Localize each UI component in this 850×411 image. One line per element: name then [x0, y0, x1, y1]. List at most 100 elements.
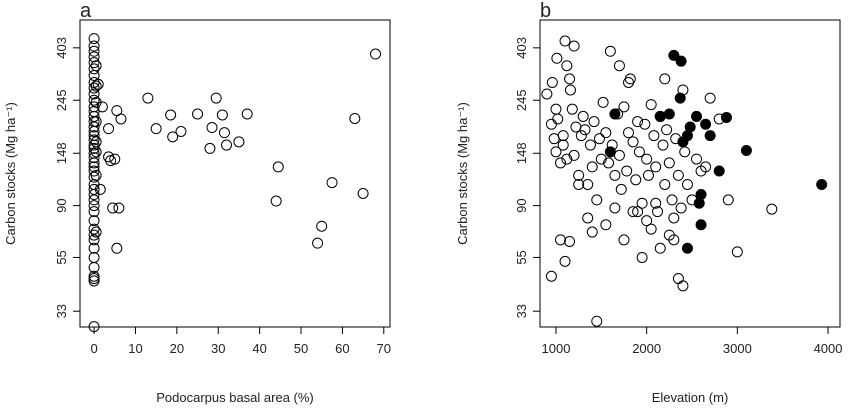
plot-box — [79, 19, 391, 328]
point — [88, 134, 100, 146]
point — [88, 321, 100, 333]
y-tick-label: 55 — [54, 250, 69, 264]
plot-box — [539, 19, 841, 328]
point — [641, 215, 653, 227]
point — [677, 136, 689, 148]
point — [663, 157, 675, 169]
y-tick-label: 148 — [514, 142, 529, 164]
panel-title: b — [540, 0, 551, 22]
point — [88, 229, 100, 241]
point — [613, 60, 625, 72]
point — [233, 136, 245, 148]
point — [312, 237, 324, 249]
y-axis-label: Carbon stocks (Mg ha⁻¹) — [455, 102, 470, 245]
point — [740, 144, 752, 156]
point — [88, 234, 100, 246]
point — [693, 197, 705, 209]
point — [564, 84, 576, 96]
y-tick-label: 55 — [514, 250, 529, 264]
point — [675, 202, 687, 214]
point — [575, 130, 587, 142]
point — [652, 206, 664, 218]
point — [586, 226, 598, 238]
point — [88, 161, 100, 173]
point — [88, 147, 100, 159]
point — [600, 127, 612, 139]
point — [107, 202, 119, 214]
point — [679, 146, 691, 158]
point — [642, 169, 654, 181]
point — [668, 212, 680, 224]
point — [672, 273, 684, 285]
point — [241, 108, 253, 120]
point — [695, 219, 707, 231]
x-tick-label: 50 — [294, 341, 308, 356]
point — [90, 226, 102, 238]
point — [621, 165, 633, 177]
point — [564, 73, 576, 85]
point — [150, 123, 162, 135]
point — [668, 234, 680, 246]
point — [675, 55, 687, 67]
point — [674, 92, 686, 104]
x-tick-label: 0 — [90, 341, 97, 356]
point — [546, 76, 558, 88]
point — [700, 118, 712, 130]
point — [633, 146, 645, 158]
point — [88, 223, 100, 235]
x-tick-label: 70 — [377, 341, 391, 356]
point — [96, 101, 108, 113]
point — [691, 110, 703, 122]
y-axis-label: Carbon stocks (Mg ha⁻¹) — [3, 102, 18, 245]
point — [206, 122, 218, 134]
point — [357, 187, 369, 199]
point — [564, 235, 576, 247]
point — [349, 112, 361, 124]
point — [326, 177, 338, 189]
y-tick-label: 403 — [514, 37, 529, 59]
point — [90, 169, 102, 181]
point — [92, 78, 104, 90]
point — [113, 202, 125, 214]
point — [90, 116, 102, 128]
point — [90, 60, 102, 72]
point — [109, 153, 121, 165]
point — [645, 99, 657, 111]
point — [700, 161, 712, 173]
x-axis-label: Podocarpus basal area (%) — [156, 390, 314, 405]
x-tick-label: 1000 — [542, 341, 571, 356]
point — [566, 103, 578, 115]
point — [672, 169, 684, 181]
point — [88, 194, 100, 206]
point — [548, 133, 560, 145]
point — [568, 149, 580, 161]
point — [588, 116, 600, 128]
point — [579, 124, 591, 136]
point — [88, 206, 100, 218]
point — [88, 40, 100, 52]
point — [88, 275, 100, 287]
point — [636, 251, 648, 263]
point — [88, 200, 100, 212]
point — [604, 45, 616, 57]
point — [559, 255, 571, 267]
point — [615, 183, 627, 195]
point — [713, 165, 725, 177]
x-tick-label: 20 — [170, 341, 184, 356]
point — [94, 183, 106, 195]
point — [142, 92, 154, 104]
point — [221, 139, 233, 151]
point — [88, 82, 100, 94]
point — [551, 52, 563, 64]
point — [650, 197, 662, 209]
point — [618, 234, 630, 246]
point — [609, 202, 621, 214]
y-tick-label: 403 — [54, 37, 69, 59]
point — [661, 124, 673, 136]
point — [766, 203, 778, 215]
point — [218, 127, 230, 139]
point — [704, 92, 716, 104]
point — [586, 161, 598, 173]
point — [561, 60, 573, 72]
point — [816, 178, 828, 190]
